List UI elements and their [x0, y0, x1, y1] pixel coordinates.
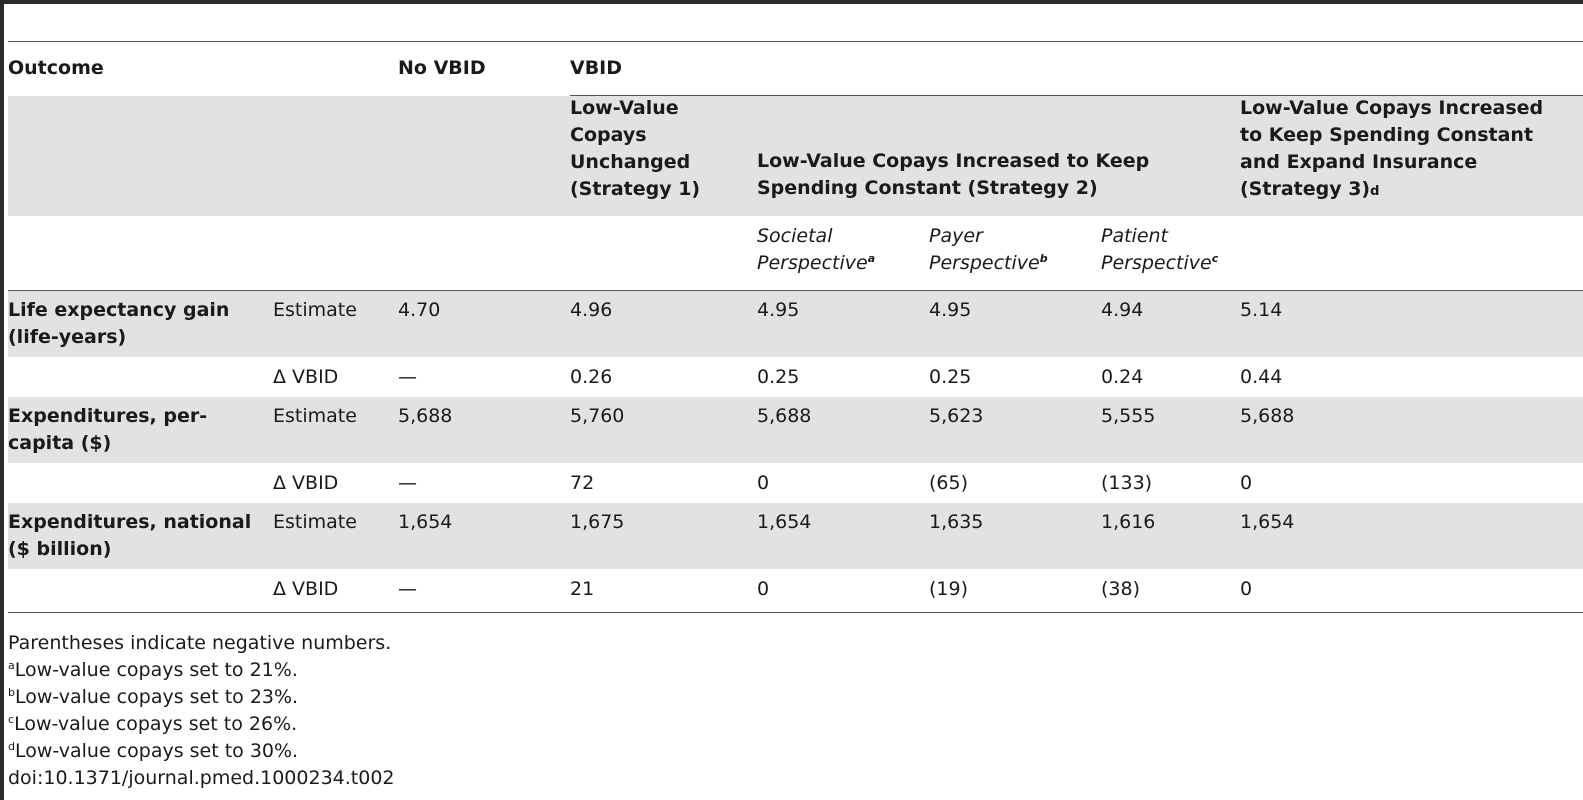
cell-3-strategy1: 5,760: [570, 405, 625, 427]
footnote-parentheses: Parentheses indicate negative numbers.: [8, 632, 392, 654]
footnote-d: dLow-value copays set to 30%.: [8, 740, 299, 762]
cell-6-payer: (19): [929, 578, 969, 600]
cell-6-no-vbid: —: [398, 578, 417, 600]
cell-2-strategy1: 0.26: [570, 366, 613, 388]
cell-5-strategy3: 1,654: [1240, 511, 1295, 533]
table-footnotes: Parentheses indicate negative numbers. a…: [8, 630, 395, 792]
cell-6-societal: 0: [757, 578, 770, 600]
row-band-3: [8, 397, 1583, 463]
cell-5-strategy1: 1,675: [570, 511, 625, 533]
cell-3-patient: 5,555: [1101, 405, 1156, 427]
cell-2-no-vbid: —: [398, 366, 417, 388]
row-5-label: Estimate: [273, 511, 357, 533]
cell-4-patient: (133): [1101, 472, 1153, 494]
header-societal: Societal Perspectivea: [757, 225, 876, 274]
header-payer: Payer Perspectiveb: [929, 225, 1048, 274]
header-bottom-rule: [8, 290, 1583, 291]
header-outcome: Outcome: [8, 57, 104, 79]
cell-3-no-vbid: 5,688: [398, 405, 453, 427]
row-6-label: Δ VBID: [273, 578, 339, 600]
table-top-rule: [8, 41, 1583, 42]
cell-1-strategy3: 5.14: [1240, 299, 1283, 321]
cell-4-societal: 0: [757, 472, 770, 494]
doi-link[interactable]: doi:10.1371/journal.pmed.1000234.t002: [8, 767, 395, 789]
cell-3-strategy3: 5,688: [1240, 405, 1295, 427]
table-bottom-rule: [8, 612, 1583, 613]
cell-5-no-vbid: 1,654: [398, 511, 453, 533]
cell-6-strategy3: 0: [1240, 578, 1253, 600]
footnote-mark-a: a: [867, 252, 876, 265]
row-3-outcome: Expenditures, per-capita ($): [8, 405, 208, 454]
footnote-c: cLow-value copays set to 26%.: [8, 713, 298, 735]
row-band-1: [8, 291, 1583, 357]
footnote-mark-c: c: [1211, 252, 1219, 265]
row-1-label: Estimate: [273, 299, 357, 321]
top-border: [0, 0, 1583, 4]
cell-4-no-vbid: —: [398, 472, 417, 494]
footnote-mark-d: d: [1370, 184, 1380, 199]
cell-1-strategy1: 4.96: [570, 299, 613, 321]
cell-6-strategy1: 21: [570, 578, 595, 600]
cell-1-no-vbid: 4.70: [398, 299, 441, 321]
footnote-a: aLow-value copays set to 21%.: [8, 659, 298, 681]
row-band-5: [8, 503, 1583, 569]
row-3-label: Estimate: [273, 405, 357, 427]
header-strategy1: Low-Value Copays Unchanged (Strategy 1): [570, 97, 701, 200]
row-5-outcome: Expenditures, national ($ billion): [8, 511, 252, 560]
cell-5-patient: 1,616: [1101, 511, 1156, 533]
header-patient: Patient Perspectivec: [1101, 225, 1219, 274]
cell-1-patient: 4.94: [1101, 299, 1144, 321]
footnote-b: bLow-value copays set to 23%.: [8, 686, 299, 708]
cell-2-strategy3: 0.44: [1240, 366, 1283, 388]
header-strategy3: Low-Value Copays Increased to Keep Spend…: [1240, 97, 1544, 200]
vbid-span-rule: [570, 95, 1583, 96]
cell-1-payer: 4.95: [929, 299, 972, 321]
cell-4-strategy1: 72: [570, 472, 595, 494]
cell-2-payer: 0.25: [929, 366, 972, 388]
footnote-mark-b: b: [1039, 252, 1048, 265]
cell-5-payer: 1,635: [929, 511, 984, 533]
row-1-outcome: Life expectancy gain (life-years): [8, 299, 230, 348]
cell-4-payer: (65): [929, 472, 969, 494]
row-2-label: Δ VBID: [273, 366, 339, 388]
header-no-vbid: No VBID: [398, 57, 486, 79]
cell-3-payer: 5,623: [929, 405, 984, 427]
header-vbid: VBID: [570, 57, 623, 79]
cell-3-societal: 5,688: [757, 405, 812, 427]
cell-2-societal: 0.25: [757, 366, 800, 388]
header-strategy2: Low-Value Copays Increased to Keep Spend…: [757, 150, 1150, 199]
cell-4-strategy3: 0: [1240, 472, 1253, 494]
cell-1-societal: 4.95: [757, 299, 800, 321]
cell-6-patient: (38): [1101, 578, 1141, 600]
cell-5-societal: 1,654: [757, 511, 812, 533]
header-band: [8, 96, 1583, 216]
row-4-label: Δ VBID: [273, 472, 339, 494]
cell-2-patient: 0.24: [1101, 366, 1144, 388]
left-border: [0, 0, 4, 800]
